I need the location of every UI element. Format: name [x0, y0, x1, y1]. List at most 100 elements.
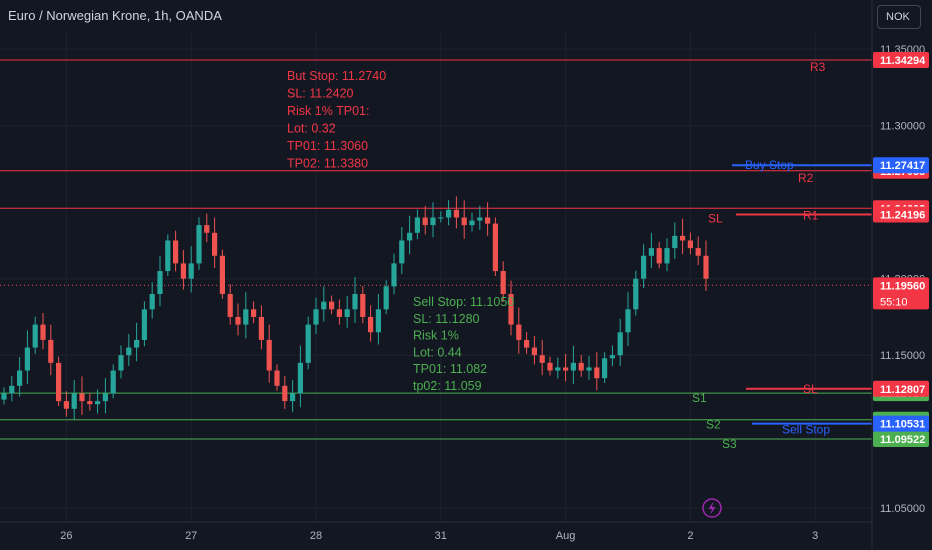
order-label: Sell Stop — [782, 423, 830, 437]
candle-body — [609, 355, 615, 359]
candle-body — [40, 324, 46, 340]
candle-body — [547, 362, 553, 371]
buy-note-line: But Stop: 11.2740 — [287, 69, 386, 83]
candle-body — [305, 324, 311, 363]
candle-body — [126, 347, 132, 356]
candle-body — [422, 217, 428, 226]
level-label-s2: S2 — [706, 418, 721, 432]
candle-body — [258, 316, 264, 340]
candle-body — [196, 225, 202, 264]
candle-body — [446, 209, 452, 218]
candle-body — [1, 393, 7, 400]
candle-body — [87, 401, 93, 405]
candlestick-series — [1, 196, 709, 420]
price-badge — [873, 431, 929, 448]
x-tick-label: 3 — [812, 530, 818, 542]
x-axis: 26 27 28 31 Aug 2 3 — [0, 521, 872, 542]
candle-body — [625, 309, 631, 333]
trade-notes: But Stop: 11.2740 SL: 11.2420 Risk 1% TP01… — [287, 69, 514, 393]
y-tick-label: 11.30000 — [880, 121, 925, 133]
candle-body — [672, 235, 678, 249]
candle-body — [430, 217, 436, 226]
candle-body — [586, 367, 592, 371]
x-tick-label: Aug — [556, 530, 576, 542]
candle-body — [48, 339, 54, 363]
x-tick-label: 28 — [310, 530, 322, 542]
candle-body — [79, 393, 85, 402]
candle-body — [212, 232, 218, 256]
price-badge — [873, 380, 929, 397]
candle-body — [282, 385, 288, 402]
order-label: Buy Stop — [745, 158, 794, 172]
candle-body — [414, 217, 420, 233]
candle-body — [664, 248, 670, 264]
buy-note-line: Risk 1% TP01: — [287, 104, 369, 118]
candle-body — [399, 240, 405, 264]
price-badge-text: 11.27417 — [880, 160, 925, 172]
price-badge — [873, 415, 929, 432]
candle-body — [687, 240, 693, 249]
x-tick-label: 26 — [60, 530, 72, 542]
candle-body — [695, 248, 701, 256]
candle-body — [9, 385, 15, 394]
price-badge — [873, 206, 929, 223]
candle-body — [329, 301, 335, 310]
candle-body — [461, 217, 467, 226]
candle-body — [469, 220, 475, 226]
x-tick-label: 27 — [185, 530, 197, 542]
candle-body — [360, 294, 366, 317]
level-label-s3: S3 — [722, 437, 737, 451]
price-badge-text: 11.10531 — [880, 419, 925, 431]
buy-note-line: Lot: 0.32 — [287, 122, 336, 136]
candle-body — [336, 309, 342, 317]
candle-body — [95, 401, 101, 405]
candle-body — [118, 355, 124, 371]
candle-body — [391, 263, 397, 287]
candle-body — [235, 316, 241, 325]
price-badge-text: 11.19560 — [880, 280, 925, 292]
candle-body — [290, 393, 296, 402]
y-tick-label: 11.15000 — [880, 350, 925, 362]
candle-body — [110, 370, 116, 394]
candle-body — [297, 362, 303, 394]
candle-body — [180, 263, 186, 279]
candle-body — [500, 271, 506, 295]
lightning-icon[interactable] — [702, 498, 722, 518]
candle-body — [165, 240, 171, 272]
currency-button[interactable]: NOK — [877, 5, 921, 29]
candle-body — [219, 255, 225, 295]
candle-body — [243, 309, 249, 325]
candle-body — [578, 362, 584, 371]
candle-body — [477, 217, 483, 221]
level-label-r2: R2 — [798, 171, 814, 185]
level-label-r3: R3 — [810, 60, 826, 74]
candle-body — [648, 248, 654, 256]
x-tick-label: 2 — [687, 530, 693, 542]
candle-body — [251, 309, 257, 317]
chart-title: Euro / Norwegian Krone, 1h, OANDA — [8, 8, 222, 23]
candle-body — [17, 370, 23, 386]
price-badge-text: 11.09522 — [880, 434, 925, 446]
candle-body — [71, 393, 77, 409]
candle-body — [602, 358, 608, 379]
candle-body — [227, 294, 233, 317]
candle-body — [656, 248, 662, 264]
buy-note-line: TP01: 11.3060 — [287, 139, 368, 153]
order-label: SL — [708, 211, 723, 225]
candle-body — [375, 309, 381, 333]
candle-body — [633, 278, 639, 310]
candle-body — [266, 339, 272, 371]
candle-body — [149, 294, 155, 310]
candle-body — [563, 367, 569, 371]
candle-body — [508, 294, 514, 325]
price-badge-text: 11.24196 — [880, 209, 925, 221]
price-badge — [873, 277, 929, 310]
y-tick-label: 11.05000 — [880, 503, 925, 515]
price-badges: 11.3429411.2705511.2460211.1252011.10784… — [873, 51, 929, 448]
buy-note-line: TP02: 11.3380 — [287, 157, 368, 171]
candle-body — [516, 324, 522, 340]
candle-body — [321, 301, 327, 310]
candle-body — [617, 332, 623, 356]
candle-body — [531, 347, 537, 356]
